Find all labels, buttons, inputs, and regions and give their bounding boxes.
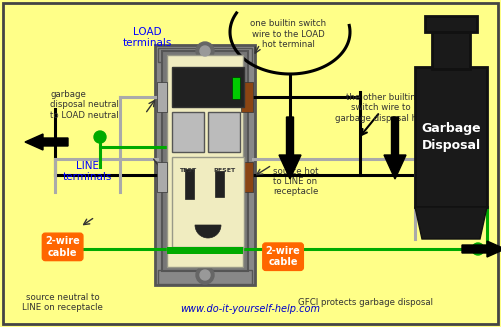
Bar — [172, 67, 244, 107]
Circle shape — [200, 270, 210, 280]
Polygon shape — [415, 207, 487, 239]
Circle shape — [94, 131, 106, 143]
Text: RESET: RESET — [213, 167, 235, 173]
FancyArrow shape — [384, 117, 406, 179]
Wedge shape — [195, 225, 221, 238]
Bar — [157, 162, 167, 192]
Bar — [415, 67, 487, 207]
Text: Garbage
Disposal: Garbage Disposal — [415, 143, 471, 171]
Bar — [215, 171, 224, 197]
Bar — [241, 162, 253, 192]
Text: TEST: TEST — [179, 167, 196, 173]
Bar — [158, 270, 252, 284]
Bar — [162, 51, 248, 271]
Text: the other builtin
switch wire to
garbage disposal hot: the other builtin switch wire to garbage… — [335, 93, 426, 123]
FancyArrow shape — [25, 134, 68, 150]
Text: source hot
to LINE on
receptacle: source hot to LINE on receptacle — [273, 166, 319, 197]
Circle shape — [200, 46, 210, 56]
Bar — [157, 82, 167, 112]
Text: Garbage
Disposal: Garbage Disposal — [421, 122, 481, 152]
Bar — [155, 45, 255, 285]
Circle shape — [472, 243, 484, 255]
Text: LINE
terminals: LINE terminals — [63, 161, 112, 182]
Bar — [241, 82, 253, 112]
Text: garbage
disposal neutral
to LOAD neutral: garbage disposal neutral to LOAD neutral — [50, 90, 119, 120]
Bar — [167, 247, 243, 254]
FancyArrow shape — [279, 117, 301, 179]
FancyArrow shape — [462, 241, 501, 257]
Text: www.do-it-yourself-help.com: www.do-it-yourself-help.com — [180, 304, 320, 314]
Bar — [172, 112, 204, 152]
Bar — [232, 77, 240, 99]
Text: source neutral to
LINE on receptacle: source neutral to LINE on receptacle — [22, 293, 103, 312]
Bar — [185, 169, 194, 199]
Text: 2-wire
cable: 2-wire cable — [45, 236, 80, 258]
Text: 2-wire
cable: 2-wire cable — [266, 246, 301, 267]
Text: GFCI protects garbage disposal: GFCI protects garbage disposal — [298, 298, 433, 307]
Text: LOAD
terminals: LOAD terminals — [123, 27, 172, 48]
Bar — [158, 48, 252, 62]
Bar — [172, 157, 244, 247]
Text: one builtin switch
wire to the LOAD
hot terminal: one builtin switch wire to the LOAD hot … — [250, 19, 326, 49]
Circle shape — [196, 42, 214, 60]
Bar — [208, 112, 240, 152]
Bar — [432, 29, 470, 69]
Bar — [167, 55, 243, 267]
Circle shape — [196, 266, 214, 284]
Bar — [425, 16, 477, 32]
